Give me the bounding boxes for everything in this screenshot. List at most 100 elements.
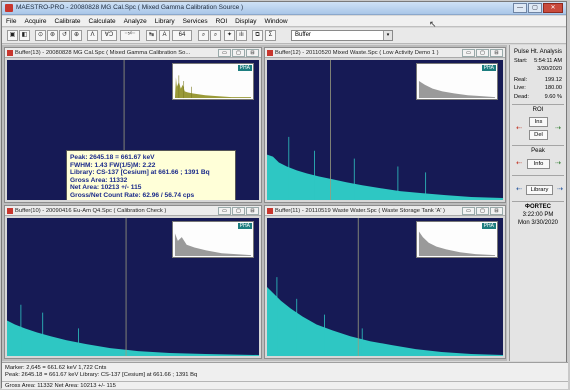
peak-info-gross-area: Gross Area: 11332 (70, 176, 128, 184)
inset-spectrum (174, 75, 252, 99)
spectrum-window-title: Buffer(13) - 20080828 MG Cal.Spc ( Mixed… (15, 49, 191, 56)
chevron-down-icon[interactable]: ▾ (383, 31, 392, 40)
start-row: Start: 5:54:11 AM (514, 58, 562, 64)
status-marker: Marker: 2,645 = 661.62 keV 1,722 Cnts (5, 365, 107, 371)
spectrum-window-10[interactable]: Buffer(10) - 20090416 Eu-Am Q4.Spc ( Cal… (4, 205, 262, 359)
buffer-select[interactable]: Buffer ▾ (291, 30, 393, 41)
spectrum-maximize-button[interactable]: ▢ (232, 207, 245, 215)
library-next-arrow-icon[interactable]: ⇢ (557, 186, 563, 193)
zoom-out-icon[interactable]: ⌕ (210, 30, 221, 41)
menu-roi[interactable]: ROI (215, 17, 228, 25)
menu-window[interactable]: Window (264, 17, 288, 25)
clock-time: 3:22:00 PM (522, 212, 554, 218)
menu-calibrate[interactable]: Calibrate (54, 17, 81, 25)
menu-acquire[interactable]: Acquire (24, 17, 47, 25)
live-value: 180.00 (544, 85, 562, 91)
spectrum-minimize-button[interactable]: ▭ (462, 207, 475, 215)
spectrum-plot[interactable]: PHA (7, 218, 259, 356)
horizontal-scale-field[interactable]: 64 (172, 30, 192, 41)
maximize-button[interactable]: ▢ (528, 3, 542, 13)
spectrum-plot[interactable]: PHA (267, 218, 503, 356)
auto-scale-icon[interactable]: Ʌ (87, 30, 98, 41)
divider (512, 104, 564, 105)
start-acquire-icon[interactable]: ⊙ (35, 30, 46, 41)
peak-prev-arrow-icon[interactable]: ⇠ (516, 160, 522, 167)
peak-info-library: Library: CS-137 [Cesium] at 661.66 ; 139… (70, 169, 210, 177)
menu-display[interactable]: Display (235, 17, 257, 25)
spectrum-workspace: Buffer(13) - 20080828 MG Cal.Spc ( Mixed… (2, 45, 507, 361)
spectrum-window-title-bar[interactable]: Buffer(11) - 20110519 Waste Water.Spc ( … (265, 206, 505, 216)
roi-insert-button[interactable]: Ins (529, 117, 548, 127)
spectrum-minimize-button[interactable]: ▭ (218, 49, 231, 57)
log-scale-icon[interactable]: ⱯƆ (101, 30, 117, 41)
spectrum-maximize-button[interactable]: ▢ (232, 49, 245, 57)
divider (512, 201, 564, 202)
spectrum-window-13[interactable]: Buffer(13) - 20080828 MG Cal.Spc ( Mixed… (4, 47, 262, 203)
start-time: 5:54:11 AM (534, 58, 562, 64)
library-button[interactable]: Library (526, 185, 553, 195)
minimize-button[interactable]: — (513, 3, 527, 13)
menu-services[interactable]: Services (182, 17, 208, 25)
spectrum-maximize-button[interactable]: ▢ (476, 207, 489, 215)
menu-calculate[interactable]: Calculate (88, 17, 116, 25)
vertical-scale-field[interactable]: ⁻⁵⁰⁻ (120, 30, 140, 41)
status-peak: Peak: 2645.18 = 661.67 keV Library: CS-1… (5, 372, 198, 378)
pha-mode-label: PHA (237, 223, 252, 229)
menu-analyze[interactable]: Analyze (123, 17, 147, 25)
spectrum-window-11[interactable]: Buffer(11) - 20110519 Waste Water.Spc ( … (264, 205, 506, 359)
full-spectrum-inset[interactable]: PHA (172, 221, 254, 258)
library-prev-arrow-icon[interactable]: ⇠ (516, 186, 522, 193)
menu-library[interactable]: Library (154, 17, 175, 25)
title-bar: MAESTRO-PRO - 20080828 MG Cal.Spc ( Mixe… (2, 2, 566, 15)
spectrum-minimize-button[interactable]: ▭ (218, 207, 231, 215)
compare-icon[interactable]: ⧉ (252, 30, 263, 41)
center-icon[interactable]: ✦ (224, 30, 235, 41)
save-file-icon[interactable]: ◧ (19, 30, 30, 41)
peak-info-button[interactable]: Info (527, 159, 550, 169)
spectrum-close-button[interactable]: ⊟ (246, 207, 259, 215)
start-date: 3/30/2020 (537, 66, 562, 72)
full-spectrum-inset[interactable]: PHA (416, 63, 498, 100)
peak-info-peak: Peak: 2645.18 = 661.67 keV (70, 154, 155, 161)
ortec-logo: ΦORTEC (525, 204, 551, 210)
spectrum-close-button[interactable]: ⊟ (490, 49, 503, 57)
spectrum-maximize-button[interactable]: ▢ (476, 49, 489, 57)
fullview-icon[interactable]: ılı (236, 30, 247, 41)
full-spectrum-inset[interactable]: PHA (416, 221, 498, 258)
live-row: Live: 180.00 (514, 85, 562, 91)
roi-delete-button[interactable]: Del (529, 130, 548, 140)
copy-buffer-icon[interactable]: ⊕ (71, 30, 82, 41)
divider (512, 175, 564, 176)
clear-icon[interactable]: ↺ (59, 30, 70, 41)
spectrum-window-title-bar[interactable]: Buffer(13) - 20080828 MG Cal.Spc ( Mixed… (5, 48, 261, 58)
spectrum-window-title-bar[interactable]: Buffer(12) - 20110520 Mixed Waste.Spc ( … (265, 48, 505, 58)
peak-next-arrow-icon[interactable]: ⇢ (555, 160, 561, 167)
spectrum-minimize-button[interactable]: ▭ (462, 49, 475, 57)
toolbar: ▣ ◧ ⊙ ⊛ ↺ ⊕ Ʌ ⱯƆ ⁻⁵⁰⁻ ↹ A 64 ⌕ ⌕ ✦ ılı ⧉… (2, 28, 566, 44)
close-button[interactable]: ✕ (543, 3, 563, 13)
dead-value: 9.60 % (544, 94, 562, 100)
stop-acquire-icon[interactable]: ⊛ (47, 30, 58, 41)
window-title: MAESTRO-PRO - 20080828 MG Cal.Spc ( Mixe… (16, 4, 244, 11)
zoom-in-icon[interactable]: ⌕ (198, 30, 209, 41)
spectrum-close-button[interactable]: ⊟ (490, 207, 503, 215)
spectrum-window-title-bar[interactable]: Buffer(10) - 20090416 Eu-Am Q4.Spc ( Cal… (5, 206, 261, 216)
spectrum-window-12[interactable]: Buffer(12) - 20110520 Mixed Waste.Spc ( … (264, 47, 506, 203)
pha-mode-label: PHA (237, 65, 252, 71)
spectrum-window-title: Buffer(12) - 20110520 Mixed Waste.Spc ( … (275, 49, 439, 56)
spectrum-fill (267, 287, 503, 356)
spectrum-plot[interactable]: PHA (267, 60, 503, 200)
zoom-range-icon[interactable]: ↹ (146, 30, 157, 41)
sum-icon[interactable]: Σ (265, 30, 276, 41)
font-icon[interactable]: A (159, 30, 170, 41)
menu-file[interactable]: File (6, 17, 17, 25)
spectrum-plot[interactable]: PHA Peak: 2645.18 = 661.67 keV FWHM: 1.4… (7, 60, 259, 200)
open-file-icon[interactable]: ▣ (7, 30, 18, 41)
side-panel: Pulse Ht. Analysis Start: 5:54:11 AM 3/3… (509, 45, 566, 361)
roi-prev-arrow-icon[interactable]: ⇠ (516, 125, 522, 132)
inset-spectrum (418, 231, 496, 257)
full-spectrum-inset[interactable]: PHA (172, 63, 254, 100)
status-areas: Gross Area: 11332 Net Area: 10213 +/- 11… (5, 383, 116, 389)
spectrum-close-button[interactable]: ⊟ (246, 49, 259, 57)
roi-next-arrow-icon[interactable]: ⇢ (555, 125, 561, 132)
